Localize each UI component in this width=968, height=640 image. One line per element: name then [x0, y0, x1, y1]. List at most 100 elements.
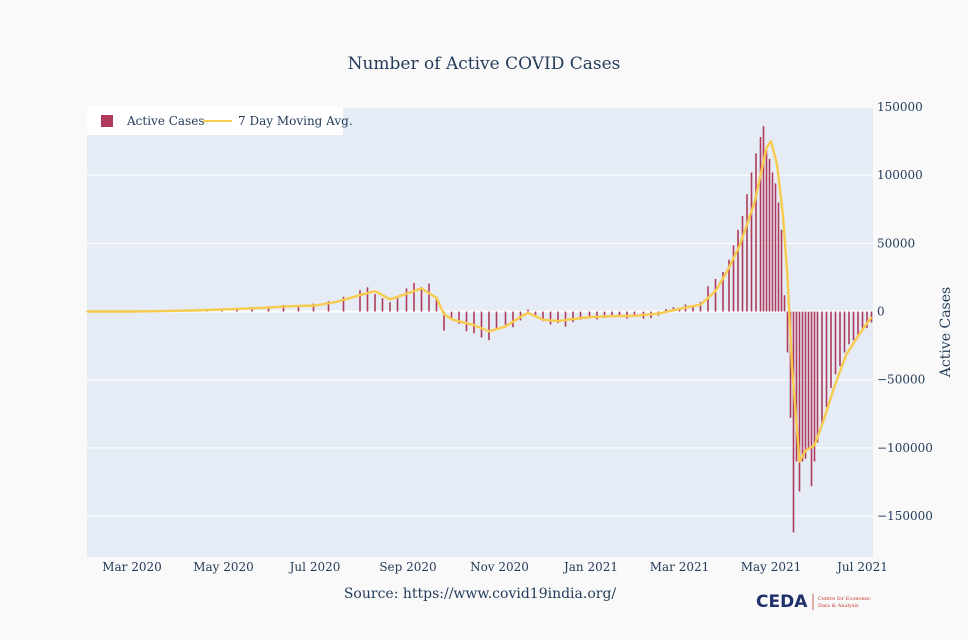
bar-active-cases: [405, 288, 408, 312]
bar-active-cases: [792, 311, 795, 533]
x-tick-label: Jan 2021: [562, 560, 618, 574]
bar-active-cases: [746, 194, 748, 312]
y-axis-title: Active Cases: [938, 287, 954, 378]
bar-active-cases: [512, 311, 514, 328]
bars-active-cases: [86, 126, 873, 533]
bar-active-cases: [389, 302, 391, 312]
bar-active-cases: [557, 311, 559, 324]
bar-active-cases: [774, 183, 777, 312]
bar-active-cases: [588, 311, 591, 319]
legend-label-active-cases: Active Cases: [126, 114, 205, 128]
legend: Active Cases 7 Day Moving Avg.: [87, 107, 353, 135]
moving-average-line: [87, 139, 873, 463]
bar-active-cases: [420, 287, 423, 312]
bar-active-cases: [572, 311, 574, 323]
y-tick-label: 0: [877, 305, 885, 319]
chart-title: Number of Active COVID Cases: [348, 54, 621, 74]
x-tick-label: Mar 2021: [650, 560, 710, 574]
bar-active-cases: [692, 306, 694, 312]
bar-active-cases: [801, 311, 804, 462]
bar-active-cases: [759, 137, 762, 312]
x-tick-label: Sep 2020: [379, 560, 436, 574]
bar-active-cases: [857, 311, 859, 338]
bar-active-cases: [789, 311, 792, 418]
bar-active-cases: [699, 302, 702, 312]
bar-active-cases: [741, 216, 744, 312]
bar-active-cases: [579, 311, 582, 320]
bar-active-cases: [428, 283, 430, 312]
bar-active-cases: [737, 229, 739, 312]
bar-active-cases: [786, 311, 789, 353]
bar-active-cases: [312, 303, 315, 312]
bar-active-cases: [527, 309, 529, 312]
bar-active-cases: [396, 298, 399, 312]
bar-active-cases: [342, 296, 345, 312]
bar-active-cases: [542, 311, 544, 322]
bar-active-cases: [732, 245, 735, 312]
bar-active-cases: [768, 158, 771, 312]
bar-active-cases: [798, 311, 801, 492]
legend-swatch-active-cases: [101, 115, 113, 127]
bar-active-cases: [267, 306, 270, 312]
bar-active-cases: [458, 311, 460, 324]
bar-active-cases: [473, 311, 475, 334]
bar-active-cases: [618, 311, 621, 317]
bar-active-cases: [777, 202, 780, 312]
bar-active-cases: [780, 229, 783, 312]
bar-active-cases: [381, 298, 384, 312]
bar-active-cases: [804, 311, 807, 459]
plot-area: [87, 107, 873, 557]
bar-active-cases: [813, 311, 816, 462]
bar-active-cases: [728, 259, 730, 312]
bar-active-cases: [722, 272, 724, 312]
bar-active-cases: [765, 150, 768, 312]
y-tick-label: −100000: [877, 441, 933, 455]
bar-active-cases: [374, 294, 376, 312]
legend-label-moving-avg: 7 Day Moving Avg.: [238, 114, 353, 128]
bar-active-cases: [750, 172, 753, 312]
bar-active-cases: [825, 311, 828, 407]
x-tick-label: Jul 2021: [835, 560, 888, 574]
y-tick-label: 150000: [877, 100, 923, 114]
bar-active-cases: [327, 301, 330, 312]
bar-active-cases: [603, 311, 606, 319]
bar-active-cases: [366, 287, 369, 312]
bar-active-cases: [783, 295, 786, 312]
bar-active-cases: [807, 311, 810, 450]
bar-active-cases: [866, 311, 868, 328]
bar-active-cases: [495, 311, 498, 330]
bar-active-cases: [488, 311, 490, 341]
bar-active-cases: [435, 299, 438, 312]
bar-active-cases: [633, 311, 636, 317]
bar-active-cases: [839, 311, 841, 367]
bar-active-cases: [834, 311, 837, 375]
bar-active-cases: [821, 311, 823, 427]
bar-active-cases: [443, 311, 445, 331]
bar-active-cases: [465, 311, 468, 332]
bar-active-cases: [665, 309, 667, 312]
line-7-day-moving-avg: [87, 139, 873, 463]
bar-active-cases: [795, 311, 798, 462]
bar-active-cases: [848, 311, 850, 345]
bar-active-cases: [534, 311, 537, 315]
bar-active-cases: [771, 172, 774, 312]
bar-active-cases: [714, 278, 717, 312]
x-tick-label: Jul 2020: [288, 560, 341, 574]
x-axis-ticks: Mar 2020 May 2020 Jul 2020 Sep 2020 Nov 2020…: [102, 560, 888, 574]
x-tick-label: Mar 2020: [102, 560, 162, 574]
bar-active-cases: [282, 305, 285, 312]
logo-subtitle-line2: Data & Analysis: [818, 603, 859, 609]
bar-active-cases: [596, 311, 598, 320]
ceda-logo: CEDA Centre for Economic Data & Analysis: [756, 592, 871, 612]
x-tick-label: May 2021: [741, 560, 802, 574]
bar-active-cases: [830, 311, 832, 388]
x-tick-label: May 2020: [193, 560, 254, 574]
y-tick-label: 100000: [877, 168, 923, 182]
bar-active-cases: [413, 282, 415, 312]
bar-active-cases: [755, 153, 757, 312]
bar-active-cases: [549, 311, 552, 325]
bar-active-cases: [359, 290, 361, 312]
bar-active-cases: [480, 311, 483, 338]
bar-active-cases: [843, 311, 846, 353]
